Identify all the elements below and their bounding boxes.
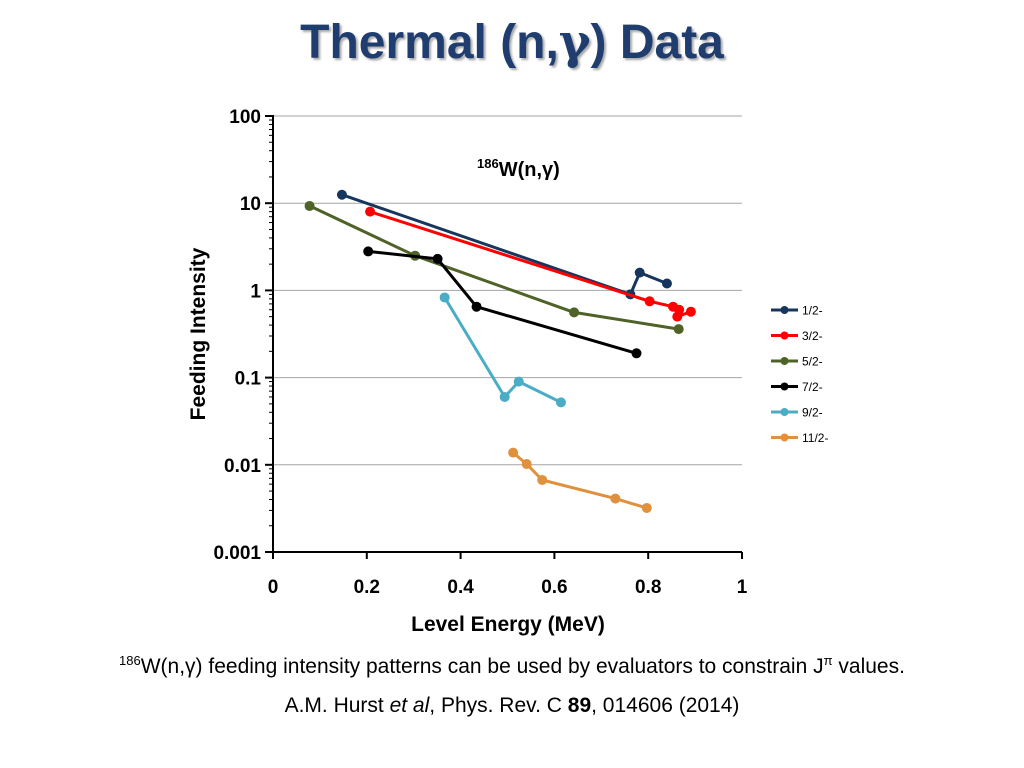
legend-swatch-marker <box>780 357 789 365</box>
legend-label: 9/2- <box>802 406 823 420</box>
data-point <box>537 474 548 485</box>
legend-label: 11/2- <box>802 431 828 445</box>
data-point <box>685 306 696 317</box>
data-point <box>569 307 580 318</box>
x-tick-label: 1 <box>737 577 748 598</box>
y-axis-label: Feeding Intensity <box>187 247 210 420</box>
chart-title-text: W(n,γ) <box>499 159 560 181</box>
data-point <box>672 311 683 322</box>
series-0 <box>336 189 672 300</box>
data-point <box>432 253 443 264</box>
data-point <box>661 278 672 289</box>
x-tick-label: 0.6 <box>541 577 567 598</box>
legend-swatch-marker <box>780 306 789 314</box>
data-point <box>673 324 684 335</box>
series-line <box>368 249 637 355</box>
legend-swatch-marker <box>780 382 789 391</box>
x-tick-label: 0 <box>268 577 279 598</box>
series-line <box>369 210 692 319</box>
x-tick-label: 0.8 <box>635 577 661 598</box>
x-tick-label: 0.4 <box>447 577 474 598</box>
y-tick-label: 0.001 <box>213 543 261 564</box>
legend-item: 9/2- <box>771 406 823 420</box>
series-1 <box>365 206 696 322</box>
caption-line-1: 186W(n,γ) feeding intensity patterns can… <box>119 653 905 678</box>
legend-item: 1/2- <box>771 304 823 318</box>
gamma-symbol: γ <box>558 14 591 70</box>
series-5 <box>508 447 652 513</box>
series-group <box>304 189 696 513</box>
data-point <box>304 200 315 211</box>
x-axis-label: Level Energy (MeV) <box>411 613 605 636</box>
legend-swatch-marker <box>780 433 789 442</box>
legend-label: 7/2- <box>802 380 823 394</box>
legend-item: 5/2- <box>771 355 823 369</box>
data-point <box>634 267 645 278</box>
chart-title-superscript: 186 <box>477 156 499 171</box>
data-point <box>365 206 376 217</box>
y-tick-label: 10 <box>240 194 261 215</box>
data-point <box>508 447 519 458</box>
data-point <box>631 348 642 359</box>
data-point <box>499 391 510 402</box>
chart-title: 186W(n,γ) <box>477 156 560 181</box>
legend-item: 3/2- <box>771 329 823 343</box>
data-point <box>513 376 524 387</box>
slide-title: Thermal (n,γ) Data <box>300 14 724 70</box>
legend-label: 1/2- <box>802 304 823 318</box>
data-point <box>641 502 652 513</box>
grid-lines <box>273 115 742 466</box>
legend-swatch-marker <box>780 331 789 340</box>
legend-swatch-marker <box>780 408 789 416</box>
data-point <box>439 292 450 303</box>
feeding-intensity-chart: 100 10 1 0.1 0.01 0.001 0 0.2 0.4 0.6 0.8 1 1/2- 3/2… <box>187 107 828 636</box>
data-point <box>336 189 347 200</box>
series-line <box>512 451 648 510</box>
series-4 <box>439 292 566 408</box>
y-tick-label: 0.1 <box>235 369 262 390</box>
legend-item: 7/2- <box>771 380 823 394</box>
data-point <box>521 459 532 470</box>
series-line <box>341 193 668 296</box>
series-line <box>308 204 679 331</box>
data-point <box>555 397 566 408</box>
x-tick-label: 0.2 <box>354 577 380 598</box>
series-3 <box>363 246 642 359</box>
data-point <box>644 296 655 307</box>
legend-item: 11/2- <box>771 431 828 445</box>
caption-line-2: A.M. Hurst et al, Phys. Rev. C 89, 01460… <box>284 694 740 717</box>
y-tick-label: 1 <box>250 281 261 302</box>
legend-label: 3/2- <box>802 329 823 343</box>
series-2 <box>304 200 684 335</box>
data-point <box>363 246 374 257</box>
y-tick-label: 100 <box>229 107 261 128</box>
series-line <box>443 296 562 404</box>
data-point <box>471 301 482 312</box>
data-point <box>610 493 621 504</box>
legend: 1/2- 3/2- 5/2- 7/2- 9/2- 11/2- <box>771 304 828 445</box>
axes: 100 10 1 0.1 0.01 0.001 0 0.2 0.4 0.6 0.8 1 <box>213 107 747 598</box>
legend-label: 5/2- <box>802 355 823 369</box>
y-tick-label: 0.01 <box>224 456 261 477</box>
